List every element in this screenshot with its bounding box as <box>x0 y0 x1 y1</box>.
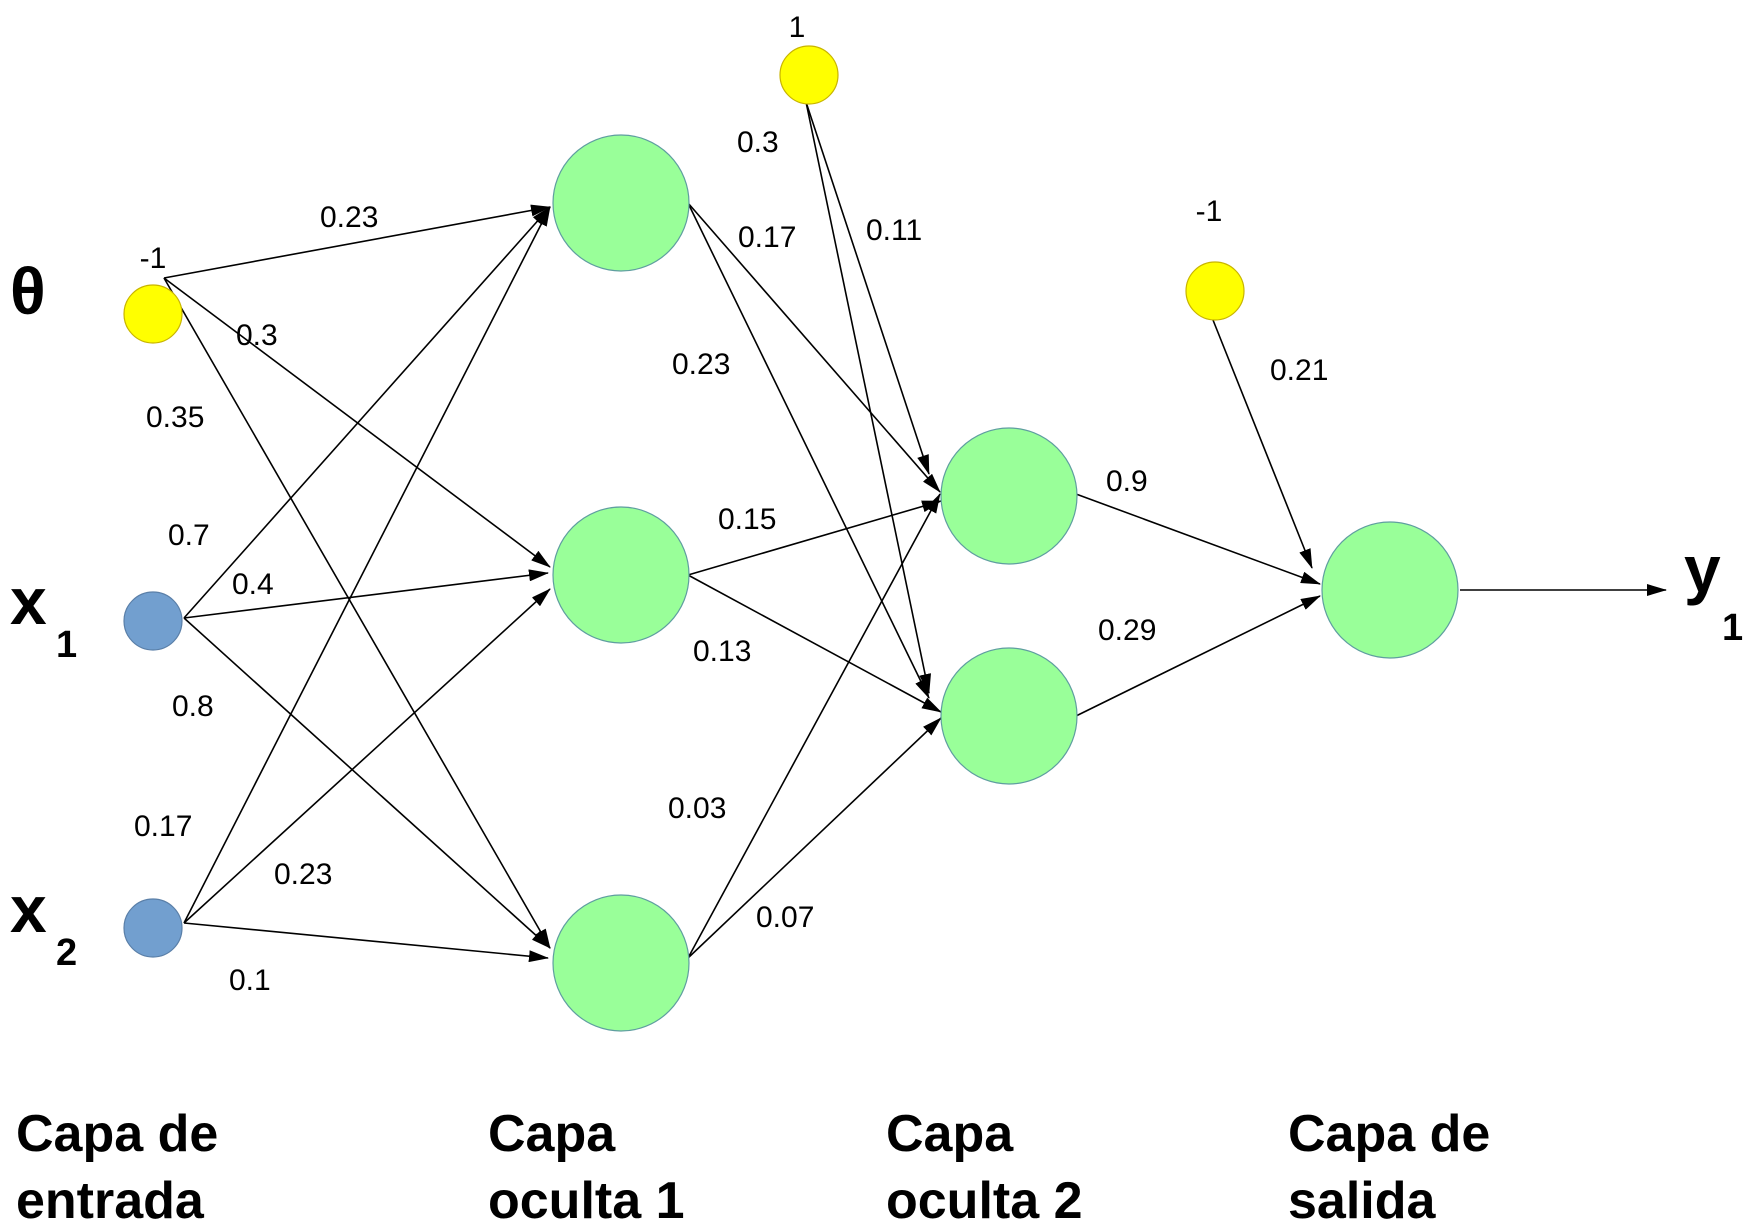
x2-symbol: x <box>10 872 47 946</box>
weight-h1a-h2b: 0.23 <box>672 348 730 381</box>
edge-x2-h1a <box>183 206 551 924</box>
bias-value-input: -1 <box>140 242 167 275</box>
layer-label-input-line1: Capa de <box>16 1105 218 1163</box>
edge-h1a-h2a <box>687 202 941 493</box>
hidden2-node-2 <box>940 647 1078 785</box>
weight-h1b-h2a: 0.15 <box>718 503 776 536</box>
layer-label-hidden2-line2: oculta 2 <box>886 1172 1083 1230</box>
weight-h1a-h2a: 0.17 <box>738 221 796 254</box>
edges-input-hidden1 <box>163 204 551 963</box>
edge-theta-h1c <box>163 277 551 949</box>
edge-x2-h1b <box>183 588 551 924</box>
edge-bias1-h2b <box>805 101 932 694</box>
bias-node-hidden1 <box>779 45 839 105</box>
bias-node-hidden2 <box>1185 261 1245 321</box>
edge-x2-h1c <box>183 922 549 963</box>
weight-x1-h1a: 0.7 <box>168 519 210 552</box>
edges-hidden2-output <box>1075 319 1667 717</box>
layer-label-output-line1: Capa de <box>1288 1105 1490 1163</box>
x1-symbol: x <box>10 564 47 638</box>
hidden1-node-2 <box>552 506 690 644</box>
edge-h1c-h2b <box>687 717 942 959</box>
edge-h1c-h2a <box>687 493 941 959</box>
weight-labels: 0.23 0.3 0.35 0.7 0.4 0.8 0.17 0.23 0.1 … <box>134 126 1328 997</box>
layer-labels: Capa de entrada Capa oculta 1 Capa ocult… <box>16 1105 1490 1230</box>
edge-bias2-out <box>1212 319 1313 569</box>
edge-h2a-out <box>1075 493 1321 585</box>
edge-h2b-out <box>1075 595 1321 717</box>
edge-h1b-h2b <box>687 574 942 713</box>
bias-value-hidden2: -1 <box>1196 195 1223 228</box>
weight-h2b-out: 0.29 <box>1098 614 1156 647</box>
edge-bias1-h2a <box>805 101 930 475</box>
weight-theta-h1a: 0.23 <box>320 201 378 234</box>
y1-symbol: y <box>1684 532 1721 606</box>
nodes <box>123 45 1459 1032</box>
edge-h1b-h2a <box>687 500 942 576</box>
edges-hidden1-hidden2 <box>687 101 942 959</box>
weight-x1-h1b: 0.4 <box>232 568 274 601</box>
weight-x2-h1c: 0.1 <box>229 964 271 997</box>
output-node <box>1321 521 1459 659</box>
weight-h1b-h2b: 0.13 <box>693 635 751 668</box>
edge-theta-h1a <box>163 204 551 279</box>
hidden1-node-1 <box>552 134 690 272</box>
edge-x1-h1a <box>183 206 551 619</box>
edge-x1-h1c <box>183 617 551 949</box>
weight-bias-h2a: 0.3 <box>737 126 779 159</box>
bias-node-input <box>123 284 183 344</box>
edge-x1-h1b <box>183 569 549 619</box>
x2-subscript: 2 <box>56 932 77 974</box>
weight-bias-h2b: 0.11 <box>866 214 922 247</box>
weight-h1c-h2a: 0.03 <box>668 792 726 825</box>
edge-h1a-h2b <box>687 202 930 699</box>
theta-symbol: θ <box>10 254 46 328</box>
weight-x1-h1c: 0.8 <box>172 690 214 723</box>
layer-label-hidden1-line2: oculta 1 <box>488 1172 685 1230</box>
weight-h2a-out: 0.9 <box>1106 465 1148 498</box>
layer-label-input-line2: entrada <box>16 1172 205 1230</box>
weight-bias-out: 0.21 <box>1270 354 1328 387</box>
weight-theta-h1c: 0.35 <box>146 401 204 434</box>
layer-label-output-line2: salida <box>1288 1172 1436 1230</box>
hidden2-node-1 <box>940 427 1078 565</box>
layer-label-hidden1-line1: Capa <box>488 1105 616 1163</box>
input-node-x2 <box>123 898 183 958</box>
weight-x2-h1a: 0.17 <box>134 810 192 843</box>
input-node-x1 <box>123 591 183 651</box>
y1-subscript: 1 <box>1722 607 1743 649</box>
weight-h1c-h2b: 0.07 <box>756 901 814 934</box>
layer-label-hidden2-line1: Capa <box>886 1105 1014 1163</box>
weight-x2-h1b: 0.23 <box>274 858 332 891</box>
x1-subscript: 1 <box>56 624 77 666</box>
bias-value-hidden1: 1 <box>789 11 806 44</box>
hidden1-node-3 <box>552 894 690 1032</box>
weight-theta-h1b: 0.3 <box>236 319 278 352</box>
edge-theta-h1b <box>163 277 551 568</box>
